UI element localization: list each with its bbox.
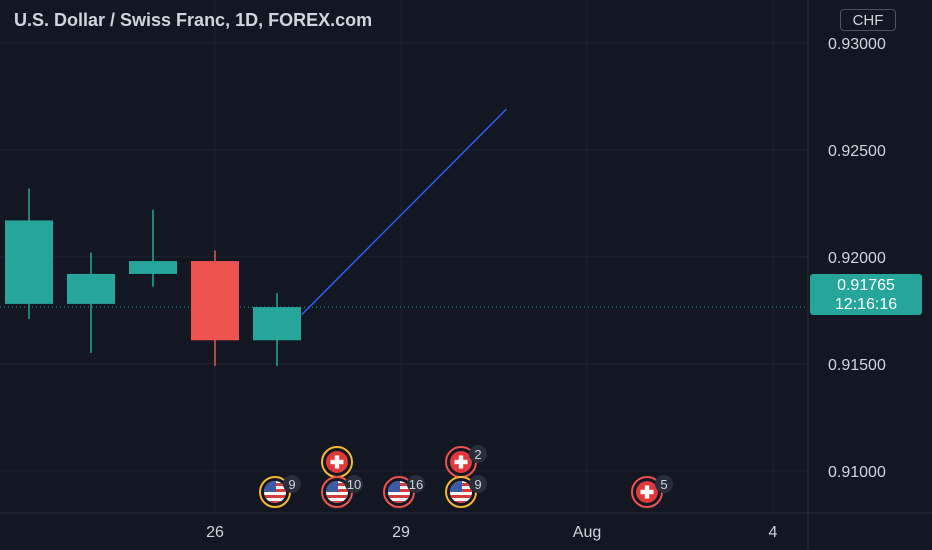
x-tick-label: 26 — [206, 524, 224, 541]
us-flag-icon — [326, 481, 348, 503]
event-count-bubble — [469, 445, 487, 463]
event-count-bubble — [345, 475, 363, 493]
candle-body — [191, 261, 239, 341]
y-tick-label: 0.93000 — [828, 36, 886, 53]
swiss-flag-icon — [326, 451, 348, 473]
candle — [129, 209, 177, 287]
swiss-flag-icon — [636, 481, 658, 503]
candles — [5, 188, 301, 366]
candle-body — [253, 307, 301, 341]
y-tick-label: 0.91000 — [828, 464, 886, 481]
event-count-bubble — [407, 475, 425, 493]
event-marker: 5 — [631, 475, 673, 508]
event-count-label: 2 — [474, 447, 481, 462]
x-tick-label: Aug — [573, 524, 601, 541]
last-price-label: 0.91765 — [837, 277, 895, 294]
event-count-label: 9 — [288, 477, 295, 492]
currency-selector[interactable]: CHF — [840, 9, 896, 31]
event-count-bubble — [655, 475, 673, 493]
event-marker: 10 — [321, 475, 363, 508]
us-flag-icon — [388, 481, 410, 503]
candle-body — [5, 220, 53, 304]
economic-events: 9 10 16 2 9 5 — [259, 445, 673, 508]
event-count-label: 5 — [660, 477, 667, 492]
swiss-flag-icon — [450, 451, 472, 473]
event-count-label: 16 — [409, 477, 423, 492]
x-tick-label: 29 — [392, 524, 410, 541]
candle — [67, 252, 115, 354]
event-marker: 2 — [445, 445, 487, 478]
y-tick-label: 0.92000 — [828, 250, 886, 267]
y-tick-label: 0.91500 — [828, 357, 886, 374]
event-count-label: 10 — [347, 477, 361, 492]
candle-body — [129, 261, 177, 274]
last-price-badge: 0.91765 12:16:16 — [810, 274, 922, 315]
candle-body — [67, 273, 115, 304]
event-marker: 9 — [259, 475, 301, 508]
grid — [0, 0, 808, 513]
event-count-label: 9 — [474, 477, 481, 492]
candle — [253, 293, 301, 366]
event-marker — [321, 446, 353, 478]
us-flag-icon — [450, 481, 472, 503]
bar-countdown-label: 12:16:16 — [834, 296, 898, 313]
candle — [191, 250, 239, 366]
event-marker: 9 — [445, 475, 487, 508]
trendline-layer — [301, 108, 507, 316]
x-tick-label: 4 — [769, 524, 778, 541]
chart-title: U.S. Dollar / Swiss Franc, 1D, FOREX.com — [14, 10, 373, 30]
event-marker: 16 — [383, 475, 425, 508]
candle — [5, 188, 53, 319]
us-flag-icon — [264, 481, 286, 503]
y-tick-label: 0.92500 — [828, 143, 886, 160]
trend-line — [301, 108, 507, 316]
event-count-bubble — [283, 475, 301, 493]
event-count-bubble — [469, 475, 487, 493]
